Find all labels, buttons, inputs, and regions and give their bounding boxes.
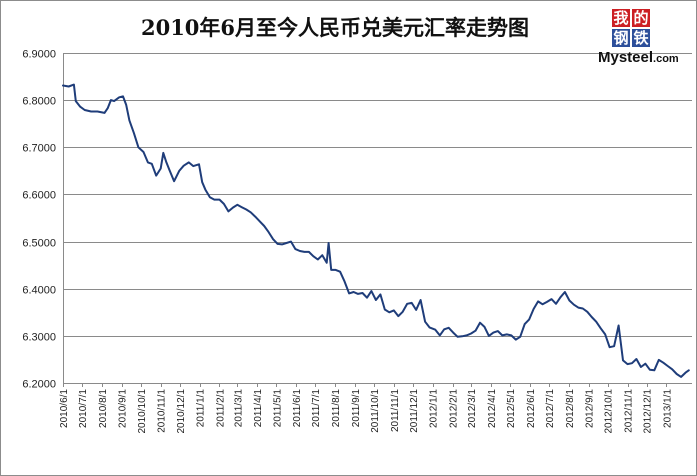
x-tick-label: 2012/8/1: [565, 389, 576, 428]
chart-title: 2010年6月至今人民币兑美元汇率走势图: [141, 15, 529, 40]
x-tick-label: 2011/3/1: [233, 389, 244, 428]
x-tick-label: 2010/7/1: [78, 389, 89, 428]
x-tick-label: 2012/4/1: [487, 389, 498, 428]
y-tick-label: 6.7000: [22, 143, 56, 155]
x-tick-label: 2012/9/1: [585, 389, 596, 428]
y-tick-label: 6.3000: [22, 332, 56, 344]
x-tick-label: 2011/12/1: [409, 389, 420, 433]
series-layer: [62, 83, 690, 378]
x-tick-label: 2010/10/1: [137, 389, 148, 434]
logo-brand-suffix: .com: [653, 53, 679, 65]
y-tick-label: 6.9000: [22, 49, 56, 61]
x-tick-label: 2012/10/1: [604, 389, 615, 434]
series-line: [62, 83, 690, 378]
x-tick-label: 2012/2/1: [449, 389, 460, 428]
x-tick-label: 2010/6/1: [59, 389, 70, 428]
x-tick-label: 2012/5/1: [506, 389, 517, 428]
x-tick-label: 2011/11/1: [390, 389, 401, 432]
x-tick-label: 2012/6/1: [526, 389, 537, 428]
y-tick-label: 6.2000: [22, 379, 56, 391]
y-tick-label: 6.8000: [22, 96, 56, 108]
y-axis-ticks: 6.2000 6.3000 6.4000 6.5000 6.6000 6.7000 6.80…: [22, 49, 56, 391]
x-tick-label: 2011/6/1: [292, 389, 303, 428]
x-tick-label: 2010/9/1: [118, 389, 129, 428]
x-tick-label: 2010/8/1: [98, 389, 109, 428]
x-tick-label: 2010/12/1: [176, 389, 187, 434]
logo-brand-name: Mysteel: [598, 49, 654, 66]
x-tick-label: 2011/7/1: [311, 389, 322, 428]
x-tick-label: 2012/12/1: [643, 389, 654, 434]
x-tick-label: 2011/9/1: [351, 389, 362, 428]
y-tick-label: 6.5000: [22, 238, 56, 250]
x-tick-label: 2011/5/1: [272, 389, 283, 428]
x-tick-label: 2011/8/1: [331, 389, 342, 428]
logo-char: 我: [612, 9, 630, 27]
x-axis-ticks: 2010/6/1 2010/7/1 2010/8/1 2010/9/1 2010/10/…: [59, 383, 673, 434]
x-tick-label: 2013/1/1: [662, 389, 673, 428]
logo-char: 钢: [612, 29, 630, 47]
x-tick-label: 2012/1/1: [429, 389, 440, 428]
x-tick-label: 2012/7/1: [545, 389, 556, 428]
logo-char: 的: [632, 9, 650, 27]
x-tick-label: 2012/11/1: [624, 389, 635, 433]
gridlines: [63, 53, 692, 384]
logo-brand: Mysteel.com: [598, 49, 679, 66]
mysteel-logo: 我 的 钢 铁 Mysteel.com: [598, 7, 692, 69]
logo-mark: 我 的 钢 铁: [612, 9, 652, 49]
x-tick-label: 2012/3/1: [467, 389, 478, 428]
x-tick-label: 2011/4/1: [253, 389, 264, 428]
y-tick-label: 6.6000: [22, 190, 56, 202]
y-tick-label: 6.4000: [22, 285, 56, 297]
x-tick-label: 2011/10/1: [370, 389, 381, 433]
x-tick-label: 2011/1/1: [196, 389, 207, 428]
x-tick-label: 2010/11/1: [157, 389, 168, 433]
x-tick-label: 2011/2/1: [215, 389, 226, 428]
logo-char: 铁: [632, 29, 650, 47]
